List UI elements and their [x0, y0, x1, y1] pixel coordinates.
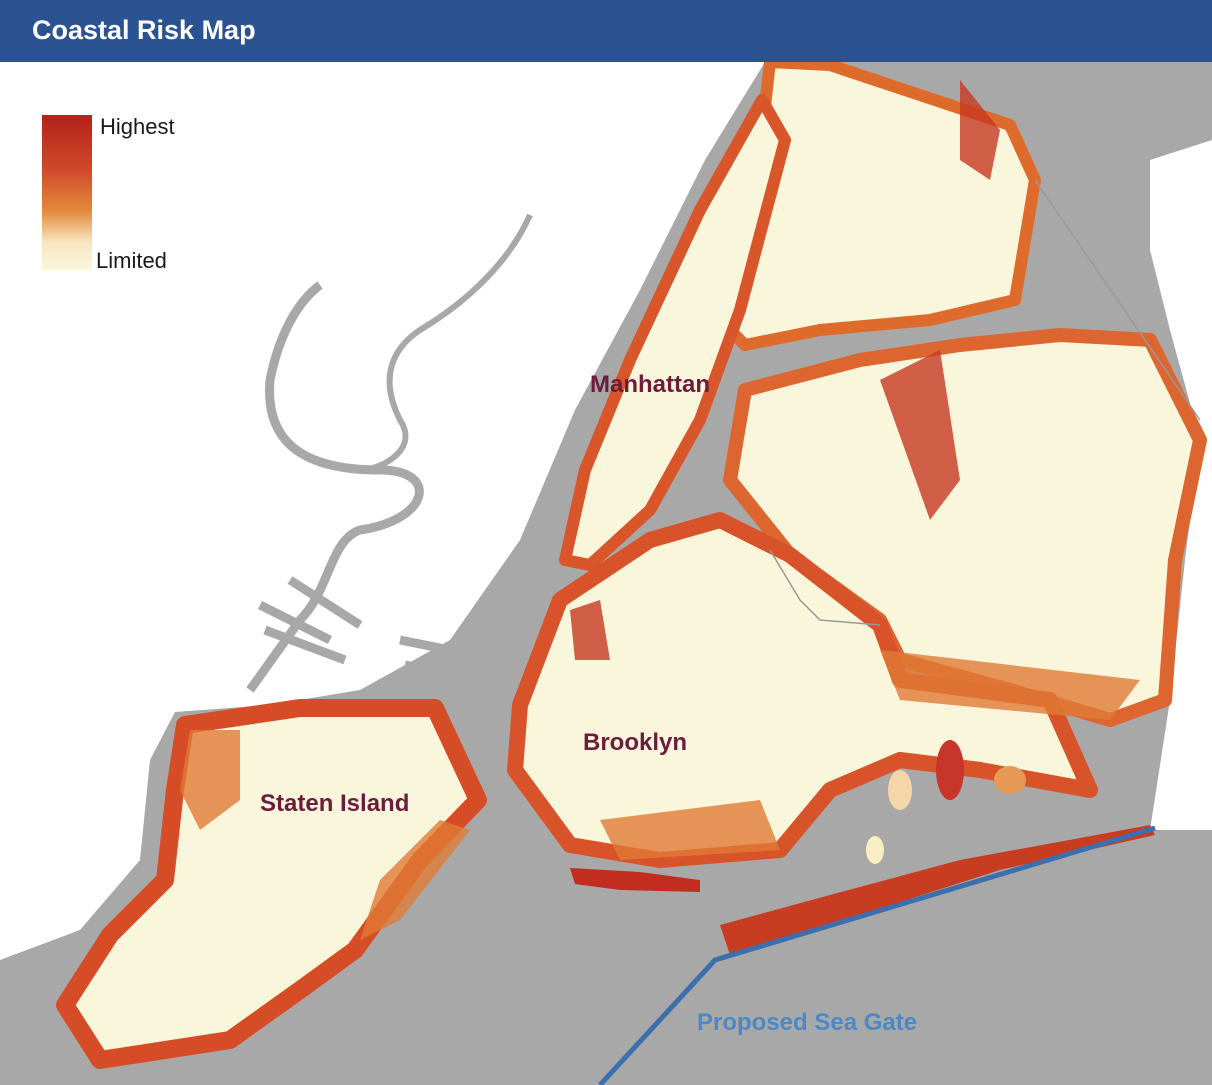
- map: Highest Limited Manhattan Brooklyn State…: [0, 62, 1212, 1085]
- nj-river: [359, 213, 533, 473]
- bay-island: [866, 836, 884, 864]
- bay-island: [994, 766, 1026, 794]
- label-staten-island: Staten Island: [260, 790, 409, 817]
- legend-high: Highest: [100, 114, 175, 139]
- nj-land: [0, 62, 765, 960]
- bay-island: [936, 740, 964, 800]
- nj-river: [246, 281, 424, 693]
- risk-patch: [180, 650, 1140, 940]
- sea-gate-line: [598, 825, 1156, 1085]
- label-manhattan: Manhattan: [590, 371, 710, 398]
- staten-island: [56, 699, 487, 1069]
- legend-ramp: [42, 115, 92, 270]
- label-sea-gate: Proposed Sea Gate: [697, 1009, 917, 1036]
- rockaway: [720, 825, 1155, 955]
- coney-island: [570, 868, 700, 892]
- bay-island: [888, 770, 912, 810]
- manhattan: [559, 94, 791, 571]
- legend-low: Limited: [96, 248, 167, 273]
- risk-patch: [570, 80, 1000, 660]
- nj-pier: [257, 576, 456, 680]
- header-title: Coastal Risk Map: [0, 0, 1212, 62]
- li-land: [1150, 140, 1212, 830]
- brooklyn: [507, 512, 1098, 868]
- boundary: [769, 179, 1201, 626]
- label-brooklyn: Brooklyn: [583, 729, 687, 756]
